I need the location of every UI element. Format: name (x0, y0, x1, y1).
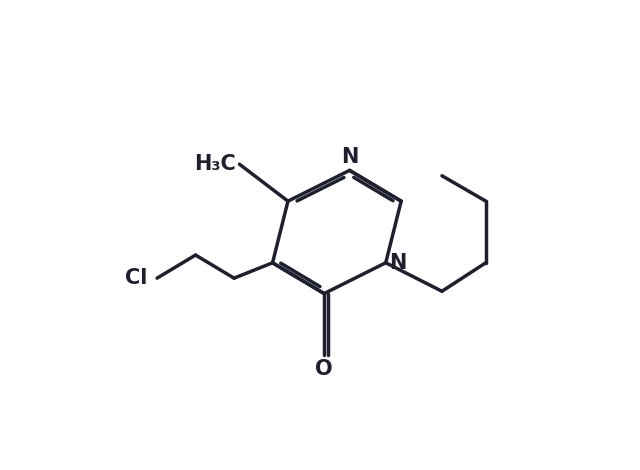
Text: N: N (341, 147, 358, 166)
Text: H₃C: H₃C (194, 154, 236, 174)
Text: Cl: Cl (125, 268, 147, 288)
Text: N: N (390, 253, 407, 273)
Text: O: O (316, 359, 333, 379)
